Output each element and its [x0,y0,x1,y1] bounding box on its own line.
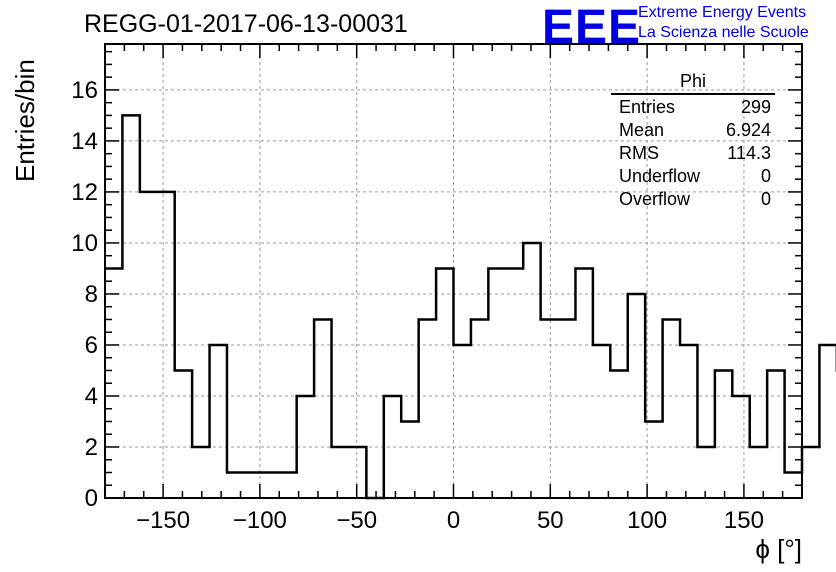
histogram-bin [192,447,209,498]
histogram-bin [349,447,366,498]
y-tick-label: 14 [71,128,98,155]
histogram-bin [332,447,349,498]
chart-title: REGG-01-2017-06-13-00031 [84,10,408,38]
histogram-bin [628,294,645,498]
histogram-bin [593,345,610,498]
histogram-bin [175,370,192,498]
histogram-bin [279,472,296,498]
histogram-bin [610,370,627,498]
x-tick-label: −50 [336,507,377,534]
y-tick-label: 4 [85,383,98,410]
stats-row-underflow: Underflow 0 [611,165,775,188]
histogram-step-line [105,114,836,500]
stats-title: Phi [611,71,775,95]
tick-labels: −150 −100 −50 0 50 100 150 0 2 4 6 8 10 12 14 16 [71,77,764,534]
x-tick-label: 0 [447,507,460,534]
y-axis-label-wrap: Entries/bin [8,59,40,192]
histogram-bin [697,447,714,498]
x-tick-label: −150 [136,507,190,534]
stats-label: RMS [619,143,659,163]
stats-label: Mean [619,120,665,140]
histogram-bin [419,319,436,498]
y-tick-label: 8 [85,281,98,308]
histogram-bin [750,447,767,498]
histogram-bin [819,345,836,498]
stats-box: Phi Entries 299 Mean 6.924 RMS 114.3 Underf… [611,71,775,211]
histogram-bin [454,345,471,498]
y-tick-label: 0 [85,485,98,512]
stats-row-entries: Entries 299 [611,96,775,119]
histogram-bin [715,370,732,498]
stats-row-overflow: Overflow 0 [611,188,775,211]
histogram-bin [384,396,401,498]
x-tick-label: 100 [627,507,667,534]
stats-value: 0 [760,166,771,186]
histogram-bin [663,319,680,498]
stats-value: 299 [740,97,771,117]
histogram-bin [488,268,505,498]
y-tick-label: 16 [71,77,98,104]
y-tick-label: 12 [71,179,98,206]
histogram-bin [436,268,453,498]
y-axis-label: Entries/bin [10,59,40,182]
histogram-bin [401,421,418,498]
histogram-bin [227,472,244,498]
stats-row-rms: RMS 114.3 [611,142,775,165]
stats-value: 0 [760,189,771,209]
histogram-bin [314,319,331,498]
x-axis-label: ϕ [°] [755,534,802,564]
histogram-bin [680,345,697,498]
stats-value: 114.3 [727,143,771,163]
y-tick-label: 10 [71,230,98,257]
stats-label: Underflow [619,166,701,186]
histogram-bin [558,319,575,498]
x-tick-label: 50 [537,507,564,534]
eee-logo: EEE [542,1,642,54]
histogram-bin [262,472,279,498]
stats-value: 6.924 [725,120,771,140]
x-tick-label: −100 [233,507,287,534]
histogram-bin [210,345,227,498]
histogram-bin [471,319,488,498]
histogram-bin [506,268,523,498]
histogram-bin [541,319,558,498]
logo-line1: Extreme Energy Events [638,4,807,21]
histogram-bin [122,115,139,498]
y-tick-label: 2 [85,434,98,461]
histogram-bin [767,370,784,498]
x-tick-label: 150 [724,507,764,534]
histogram-bin [523,243,540,498]
stats-row-mean: Mean 6.924 [611,119,775,142]
y-tick-label: 6 [85,332,98,359]
stats-label: Entries [619,97,676,117]
logo-line2: La Scienza nelle Scuole [638,24,809,41]
stats-label: Overflow [619,189,691,209]
histogram-bin [575,268,592,498]
histogram-bin [802,447,819,498]
